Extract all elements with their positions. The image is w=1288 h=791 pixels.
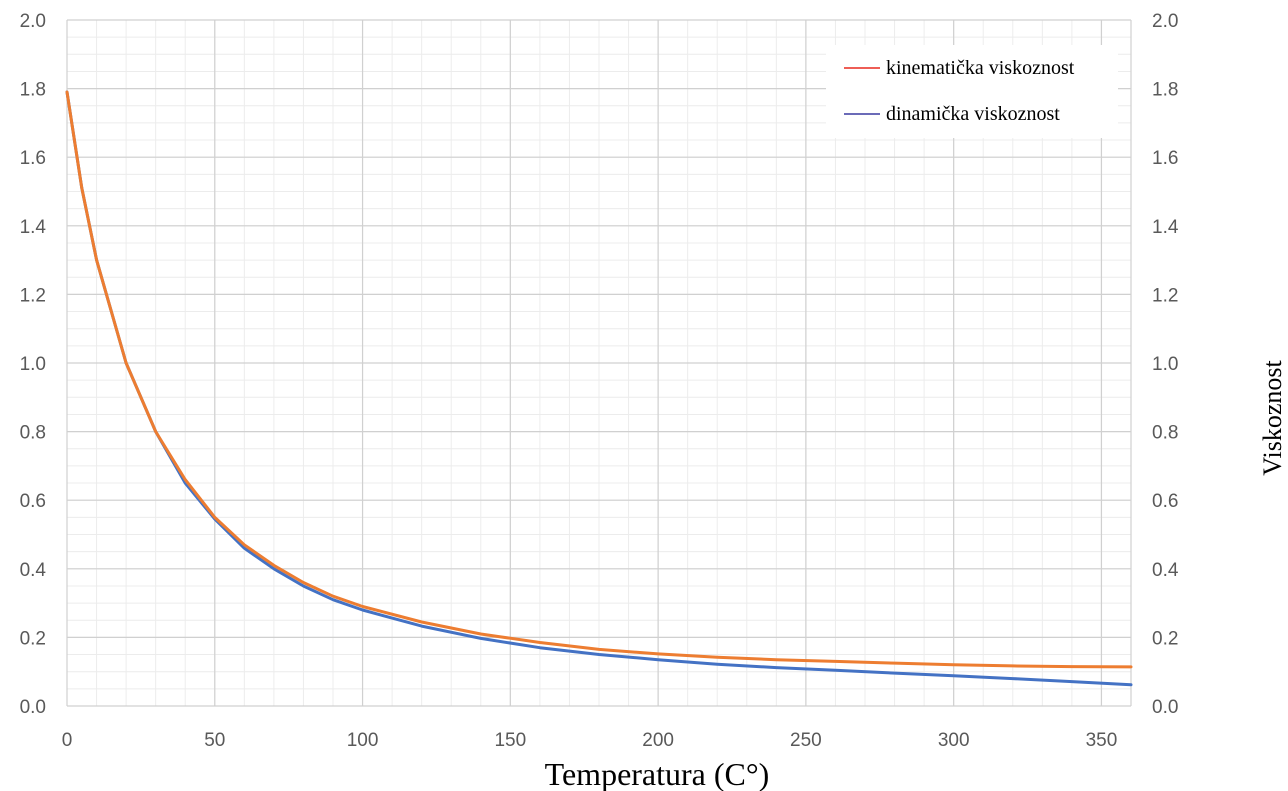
- x-tick-label: 100: [347, 730, 379, 751]
- legend-label-dynamic: dinamička viskoznost: [886, 103, 1060, 125]
- y-tick-label: 0.2: [20, 628, 46, 649]
- series-line-kinematic: [65, 90, 1133, 669]
- y-tick-label: 2.0: [20, 11, 46, 32]
- y2-tick-label: 1.0: [1152, 354, 1178, 375]
- y-tick-label: 0.8: [20, 423, 46, 444]
- y2-tick-label: 0.0: [1152, 697, 1178, 718]
- y2-tick-label: 1.4: [1152, 217, 1179, 238]
- y2-tick-label: 1.2: [1152, 285, 1178, 306]
- x-tick-label: 50: [204, 730, 225, 751]
- y2-tick-labels: 0.0 0.2 0.4 0.6 0.8 1.0 1.2 1.4 1.6 1.8 2.0: [1152, 11, 1179, 718]
- x-tick-label: 350: [1086, 730, 1118, 751]
- y2-tick-label: 0.2: [1152, 628, 1178, 649]
- y-tick-label: 1.4: [20, 217, 47, 238]
- x-tick-labels: 0 50 100 150 200 250 300 350: [62, 730, 1118, 751]
- legend: kinematička viskoznost dinamička viskozn…: [826, 45, 1118, 138]
- y-tick-label: 0.0: [20, 697, 46, 718]
- x-tick-label: 150: [494, 730, 526, 751]
- y2-tick-label: 2.0: [1152, 11, 1178, 32]
- x-tick-label: 250: [790, 730, 822, 751]
- x-tick-label: 0: [62, 730, 73, 751]
- y-tick-label: 1.8: [20, 80, 46, 101]
- y-tick-label: 0.4: [20, 560, 47, 581]
- x-axis-title: Temperatura (C°): [545, 756, 770, 791]
- y-tick-label: 1.6: [20, 148, 46, 169]
- y2-tick-label: 1.6: [1152, 148, 1178, 169]
- y2-tick-label: 0.8: [1152, 423, 1178, 444]
- x-tick-label: 300: [938, 730, 970, 751]
- y-tick-labels: 0.0 0.2 0.4 0.6 0.8 1.0 1.2 1.4 1.6 1.8 2.0: [20, 11, 47, 718]
- x-tick-label: 200: [642, 730, 674, 751]
- y-tick-label: 1.0: [20, 354, 46, 375]
- y-axis-title: Viskoznost: [1258, 360, 1287, 476]
- y2-tick-label: 0.4: [1152, 560, 1179, 581]
- legend-box: [826, 45, 1118, 138]
- y2-tick-label: 1.8: [1152, 80, 1178, 101]
- y2-tick-label: 0.6: [1152, 491, 1178, 512]
- series-layer: [65, 90, 1133, 687]
- y-tick-label: 1.2: [20, 285, 46, 306]
- legend-label-kinematic: kinematička viskoznost: [886, 57, 1075, 79]
- y-tick-label: 0.6: [20, 491, 46, 512]
